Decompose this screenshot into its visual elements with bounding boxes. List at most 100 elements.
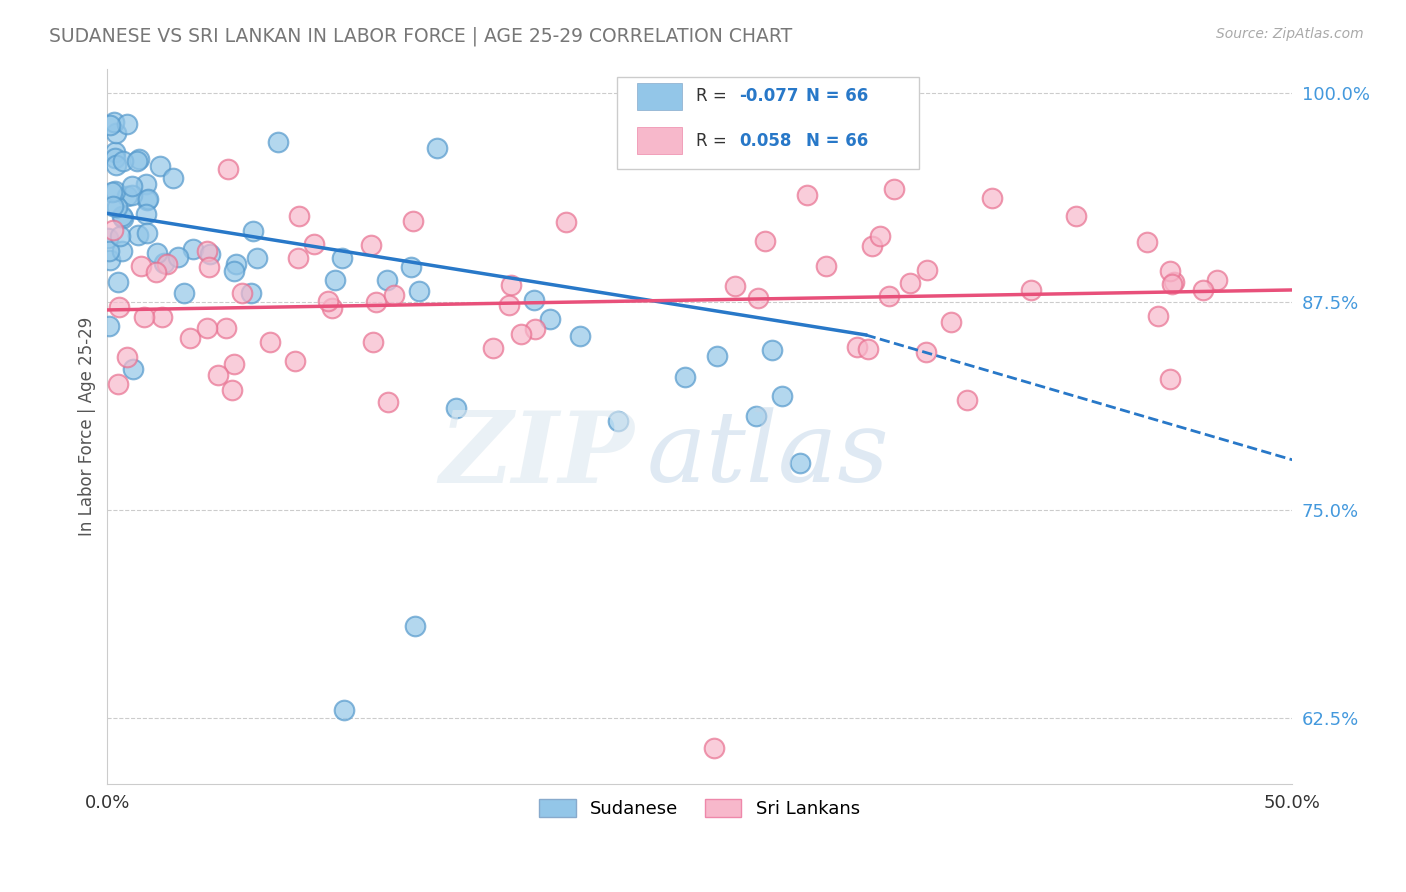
Point xyxy=(333,702,356,716)
Point xyxy=(1064,209,1087,223)
Point xyxy=(173,286,195,301)
Point xyxy=(198,247,221,261)
Point xyxy=(115,350,138,364)
Point xyxy=(1206,273,1229,287)
Point xyxy=(980,191,1002,205)
Point xyxy=(1021,283,1043,297)
Point xyxy=(325,273,347,287)
Point xyxy=(149,159,172,173)
Point xyxy=(145,265,167,279)
Point xyxy=(135,177,157,191)
Point xyxy=(98,118,121,132)
Point xyxy=(1159,264,1181,278)
Point xyxy=(882,182,904,196)
Text: ZIP: ZIP xyxy=(440,407,634,503)
Point xyxy=(860,239,883,253)
Point xyxy=(231,285,253,300)
Point xyxy=(155,257,177,271)
Point xyxy=(105,126,128,140)
Point xyxy=(107,376,129,391)
Point xyxy=(1192,283,1215,297)
Point xyxy=(166,250,188,264)
Point xyxy=(869,228,891,243)
Point xyxy=(956,392,979,407)
Point xyxy=(404,619,426,633)
Point xyxy=(761,343,783,357)
Point xyxy=(221,383,243,397)
Point xyxy=(121,187,143,202)
Point xyxy=(214,321,236,335)
Point xyxy=(104,151,127,165)
Point xyxy=(703,740,725,755)
Point xyxy=(259,335,281,350)
Text: N = 66: N = 66 xyxy=(807,87,869,105)
Point xyxy=(607,414,630,428)
Point xyxy=(318,293,340,308)
Point xyxy=(207,368,229,383)
Point xyxy=(224,357,246,371)
Point xyxy=(426,140,449,154)
FancyBboxPatch shape xyxy=(617,77,920,169)
Point xyxy=(98,319,121,334)
Point xyxy=(321,301,343,315)
Point xyxy=(444,401,467,415)
Text: R =: R = xyxy=(696,87,733,105)
Point xyxy=(135,207,157,221)
Point xyxy=(360,237,382,252)
Point xyxy=(135,194,157,208)
Y-axis label: In Labor Force | Age 25-29: In Labor Force | Age 25-29 xyxy=(79,317,96,536)
Point xyxy=(288,209,311,223)
Point xyxy=(402,214,425,228)
Point xyxy=(240,285,263,300)
Point xyxy=(524,322,547,336)
Point xyxy=(330,251,353,265)
Point xyxy=(915,345,938,359)
Point xyxy=(377,395,399,409)
Point xyxy=(287,252,309,266)
Point xyxy=(111,209,134,223)
Point xyxy=(510,327,533,342)
Point xyxy=(108,300,131,314)
Point xyxy=(111,153,134,168)
Point xyxy=(361,334,384,349)
Point xyxy=(915,263,938,277)
Point xyxy=(129,259,152,273)
Point xyxy=(846,340,869,354)
Point xyxy=(501,278,523,293)
Text: R =: R = xyxy=(696,132,733,150)
Point xyxy=(145,246,167,260)
Point xyxy=(128,153,150,167)
FancyBboxPatch shape xyxy=(637,128,682,154)
Point xyxy=(941,315,963,329)
Point xyxy=(1147,310,1170,324)
Point xyxy=(498,298,520,312)
Point xyxy=(179,331,201,345)
Point xyxy=(111,244,134,259)
Point xyxy=(1136,235,1159,249)
Point xyxy=(132,310,155,324)
Point xyxy=(1161,277,1184,292)
Point xyxy=(225,257,247,271)
Point xyxy=(856,342,879,356)
Point xyxy=(754,234,776,248)
Point xyxy=(1163,276,1185,290)
Point xyxy=(538,311,561,326)
Point xyxy=(814,259,837,273)
Point xyxy=(217,161,239,176)
Point xyxy=(523,293,546,307)
Point xyxy=(195,320,218,334)
Point xyxy=(789,456,811,470)
Point xyxy=(375,273,398,287)
Point xyxy=(246,251,269,265)
Point xyxy=(482,342,505,356)
Point xyxy=(796,188,818,202)
Point xyxy=(127,227,149,242)
Text: 0.058: 0.058 xyxy=(740,132,792,150)
Point xyxy=(108,229,131,244)
Point xyxy=(125,153,148,168)
Point xyxy=(382,288,405,302)
Point xyxy=(898,276,921,290)
Point xyxy=(224,264,246,278)
Point xyxy=(150,310,173,324)
Text: atlas: atlas xyxy=(647,408,889,503)
